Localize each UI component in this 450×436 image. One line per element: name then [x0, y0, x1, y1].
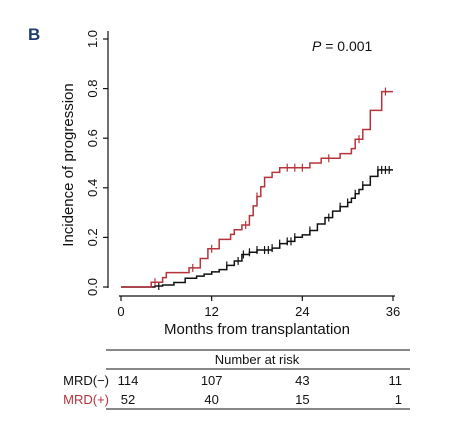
y-tick-label-4: 0.8 — [85, 80, 100, 98]
risk-value-mrd-positive-1: 40 — [204, 392, 218, 407]
risk-value-mrd-negative-0: 114 — [118, 373, 139, 388]
risk-value-mrd-negative-3: 11 — [389, 373, 403, 388]
risk-value-mrd-negative-2: 43 — [295, 373, 309, 388]
y-tick-label-3: 0.6 — [85, 129, 100, 147]
y-axis-label: Incidence of progression — [60, 83, 77, 246]
y-tick-label-1: 0.2 — [85, 228, 100, 246]
x-tick-label-1: 12 — [204, 304, 218, 319]
y-tick-label-2: 0.4 — [85, 179, 100, 197]
risk-value-mrd-positive-3: 1 — [395, 392, 402, 407]
x-tick-label-3: 36 — [386, 304, 400, 319]
y-tick-label-5: 1.0 — [85, 30, 100, 48]
axes: 0.0 0.2 0.4 0.6 0.8 1.0 0 12 24 36 — [85, 30, 400, 319]
risk-row-label-mrd-negative: MRD(−) — [63, 373, 109, 388]
mrd-positive-curve — [121, 90, 393, 288]
x-tick-label-2: 24 — [295, 304, 309, 319]
risk-value-mrd-negative-1: 107 — [201, 373, 223, 388]
risk-row-label-mrd-positive: MRD(+) — [63, 392, 109, 407]
risk-table: Number at risk MRD(−) 114 107 43 11 MRD(+) 52 4… — [63, 349, 410, 410]
panel-label: B — [28, 25, 40, 44]
risk-value-mrd-positive-2: 15 — [295, 392, 309, 407]
risk-value-mrd-positive-0: 52 — [121, 392, 135, 407]
mrd-negative-curve — [121, 169, 393, 288]
y-tick-label-0: 0.0 — [85, 278, 100, 296]
series-layer — [121, 87, 393, 291]
p-value-text: = 0.001 — [321, 38, 372, 54]
x-axis-label: Months from transplantation — [164, 321, 350, 338]
p-value-prefix: P — [312, 38, 322, 54]
p-value-annotation: P = 0.001 — [312, 38, 373, 54]
x-tick-label-0: 0 — [117, 304, 124, 319]
risk-table-title: Number at risk — [215, 352, 300, 367]
